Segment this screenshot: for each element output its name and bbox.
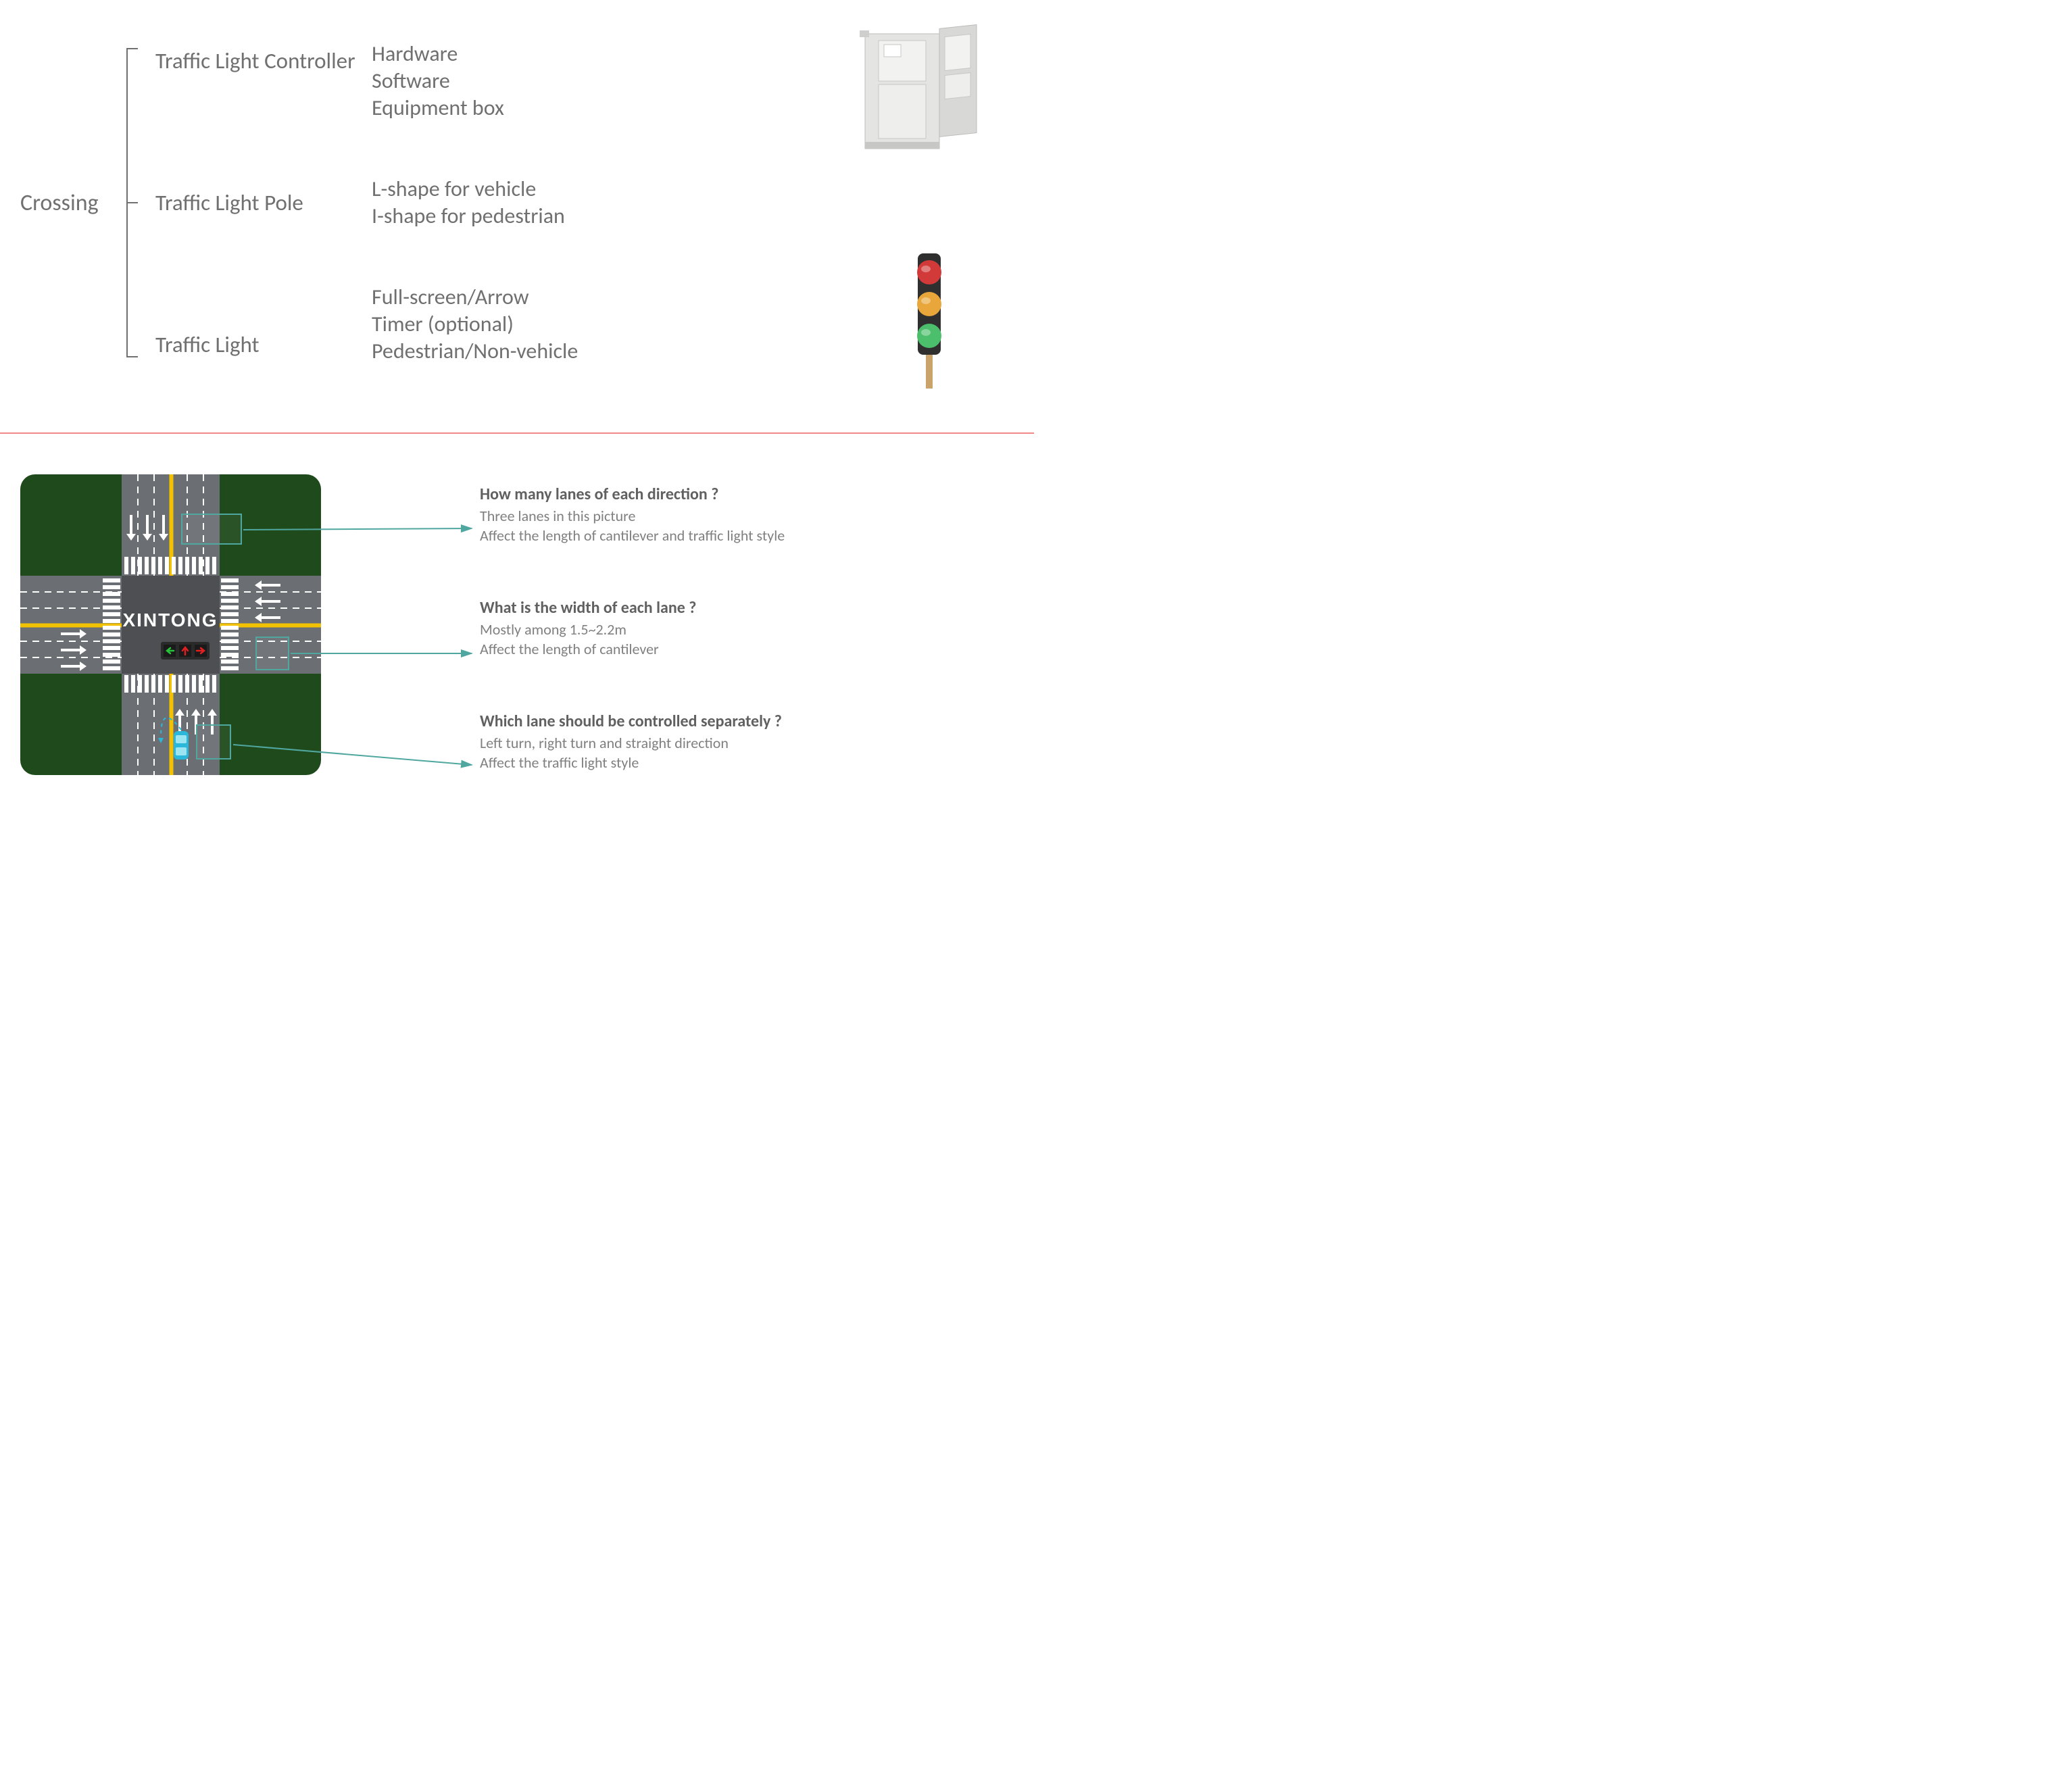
tree-branches: Traffic Light Controller Traffic Light P… bbox=[149, 41, 372, 365]
callout-answer: Left turn, right turn and straight direc… bbox=[480, 734, 953, 753]
callout-text-column: How many lanes of each direction ? Three… bbox=[480, 484, 953, 773]
tree-details: Hardware Software Equipment box L-shape … bbox=[372, 41, 656, 365]
callout-box-3 bbox=[196, 724, 231, 760]
callout-answer: Affect the traffic light style bbox=[480, 753, 953, 773]
intersection-figure: XINTONG bbox=[20, 474, 321, 775]
branch-controller: Traffic Light Controller bbox=[149, 47, 372, 74]
details-light: Full-screen/Arrow Timer (optional) Pedes… bbox=[372, 284, 656, 365]
callout-box-2 bbox=[255, 637, 289, 670]
branch-pole: Traffic Light Pole bbox=[149, 189, 372, 216]
intersection-brand-text: XINTONG bbox=[122, 609, 218, 630]
detail-line: Equipment box bbox=[372, 95, 656, 122]
tree-root-label: Crossing bbox=[20, 189, 115, 217]
traffic-light-icon bbox=[906, 253, 953, 389]
tree-images bbox=[656, 27, 1014, 378]
tree-brace bbox=[115, 41, 149, 365]
callout-question: What is the width of each lane ? bbox=[480, 598, 953, 618]
detail-line: L-shape for vehicle bbox=[372, 176, 656, 203]
details-pole: L-shape for vehicle I-shape for pedestri… bbox=[372, 176, 656, 230]
intersection-diagram: XINTONG bbox=[20, 474, 321, 775]
equipment-box-icon bbox=[858, 20, 987, 155]
intersection-analysis: XINTONG bbox=[20, 461, 1014, 805]
detail-line: Timer (optional) bbox=[372, 311, 656, 338]
detail-line: I-shape for pedestrian bbox=[372, 203, 656, 230]
crossing-tree: Crossing Traffic Light Controller Traffi… bbox=[20, 14, 1014, 392]
detail-line: Hardware bbox=[372, 41, 656, 68]
callout-1: How many lanes of each direction ? Three… bbox=[480, 484, 953, 545]
detail-line: Pedestrian/Non-vehicle bbox=[372, 338, 656, 365]
detail-line: Full-screen/Arrow bbox=[372, 284, 656, 311]
callout-answer: Mostly among 1.5~2.2m bbox=[480, 620, 953, 640]
callout-answer: Affect the length of cantilever and traf… bbox=[480, 526, 953, 546]
callout-answer: Three lanes in this picture bbox=[480, 507, 953, 526]
callout-question: How many lanes of each direction ? bbox=[480, 484, 953, 504]
callout-2: What is the width of each lane ? Mostly … bbox=[480, 598, 953, 659]
callout-box-1 bbox=[181, 514, 242, 545]
section-divider bbox=[0, 432, 1034, 434]
details-controller: Hardware Software Equipment box bbox=[372, 41, 656, 122]
car-icon bbox=[174, 731, 189, 760]
callout-question: Which lane should be controlled separate… bbox=[480, 712, 953, 731]
callout-answer: Affect the length of cantilever bbox=[480, 640, 953, 659]
callout-3: Which lane should be controlled separate… bbox=[480, 712, 953, 772]
branch-light: Traffic Light bbox=[149, 331, 372, 358]
detail-line: Software bbox=[372, 68, 656, 95]
